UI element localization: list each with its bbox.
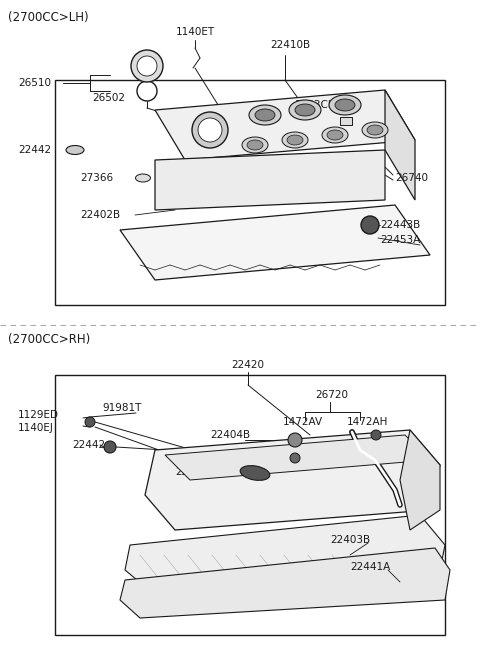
Ellipse shape (242, 137, 268, 153)
Ellipse shape (247, 140, 263, 150)
Text: 22453A: 22453A (380, 235, 420, 245)
Text: 26740: 26740 (395, 173, 428, 183)
Bar (55, 80, 445, 305)
Text: 91981T: 91981T (102, 403, 142, 413)
Ellipse shape (282, 132, 308, 148)
Text: 1153CH: 1153CH (295, 100, 336, 110)
Ellipse shape (287, 135, 303, 145)
Polygon shape (145, 430, 440, 530)
Polygon shape (385, 90, 415, 200)
Ellipse shape (362, 122, 388, 138)
Text: 22410B: 22410B (270, 40, 310, 50)
Polygon shape (155, 90, 415, 160)
Circle shape (371, 430, 381, 440)
Circle shape (192, 112, 228, 148)
Ellipse shape (327, 130, 343, 140)
Circle shape (131, 50, 163, 82)
Circle shape (85, 417, 95, 427)
Ellipse shape (240, 466, 270, 480)
Ellipse shape (367, 125, 383, 135)
Text: 22404B: 22404B (210, 430, 250, 440)
Ellipse shape (322, 127, 348, 143)
Circle shape (104, 441, 116, 453)
Polygon shape (120, 548, 450, 618)
Bar (55, 375, 445, 635)
Polygon shape (155, 150, 385, 210)
Ellipse shape (255, 109, 275, 121)
Text: 1140EJ: 1140EJ (18, 423, 54, 433)
Text: 22443B: 22443B (380, 220, 420, 230)
Polygon shape (400, 430, 440, 530)
Ellipse shape (335, 99, 355, 111)
Text: 22442: 22442 (72, 440, 105, 450)
Ellipse shape (66, 145, 84, 155)
Bar (340, 117, 352, 125)
Ellipse shape (249, 105, 281, 125)
Ellipse shape (295, 104, 315, 116)
Circle shape (198, 118, 222, 142)
Polygon shape (120, 205, 430, 280)
Ellipse shape (289, 100, 321, 120)
Ellipse shape (329, 95, 361, 115)
Circle shape (290, 453, 300, 463)
Text: 26720: 26720 (315, 390, 348, 400)
Polygon shape (165, 435, 430, 480)
Text: 22441A: 22441A (350, 562, 390, 572)
Text: 26510: 26510 (18, 78, 51, 88)
Text: 22402B: 22402B (80, 210, 120, 220)
Circle shape (137, 56, 157, 76)
Circle shape (137, 81, 157, 101)
Polygon shape (125, 515, 445, 595)
Text: 26502: 26502 (92, 93, 125, 103)
Text: 22442: 22442 (18, 145, 51, 155)
Text: 1129ED: 1129ED (18, 410, 59, 420)
Text: (2700CC>RH): (2700CC>RH) (8, 333, 90, 346)
Text: 27366: 27366 (80, 173, 113, 183)
Text: 22403B: 22403B (330, 535, 370, 545)
Text: 22443B: 22443B (175, 467, 215, 477)
Text: 1472AH: 1472AH (347, 417, 388, 427)
Text: 22420: 22420 (231, 360, 264, 370)
Text: 1140ET: 1140ET (175, 27, 215, 37)
Circle shape (361, 216, 379, 234)
Text: 1472AV: 1472AV (283, 417, 323, 427)
Circle shape (288, 433, 302, 447)
Ellipse shape (135, 174, 151, 182)
Text: (2700CC>LH): (2700CC>LH) (8, 12, 89, 24)
